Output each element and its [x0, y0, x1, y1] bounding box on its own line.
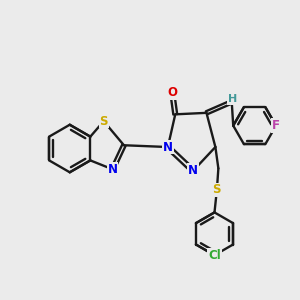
Text: Cl: Cl: [208, 249, 221, 262]
Text: F: F: [272, 119, 280, 132]
Text: N: N: [163, 140, 173, 154]
Text: H: H: [228, 94, 237, 104]
Text: S: S: [100, 115, 108, 128]
Text: O: O: [167, 86, 177, 99]
Text: N: N: [188, 164, 198, 177]
Text: N: N: [108, 163, 118, 176]
Text: S: S: [213, 183, 221, 196]
